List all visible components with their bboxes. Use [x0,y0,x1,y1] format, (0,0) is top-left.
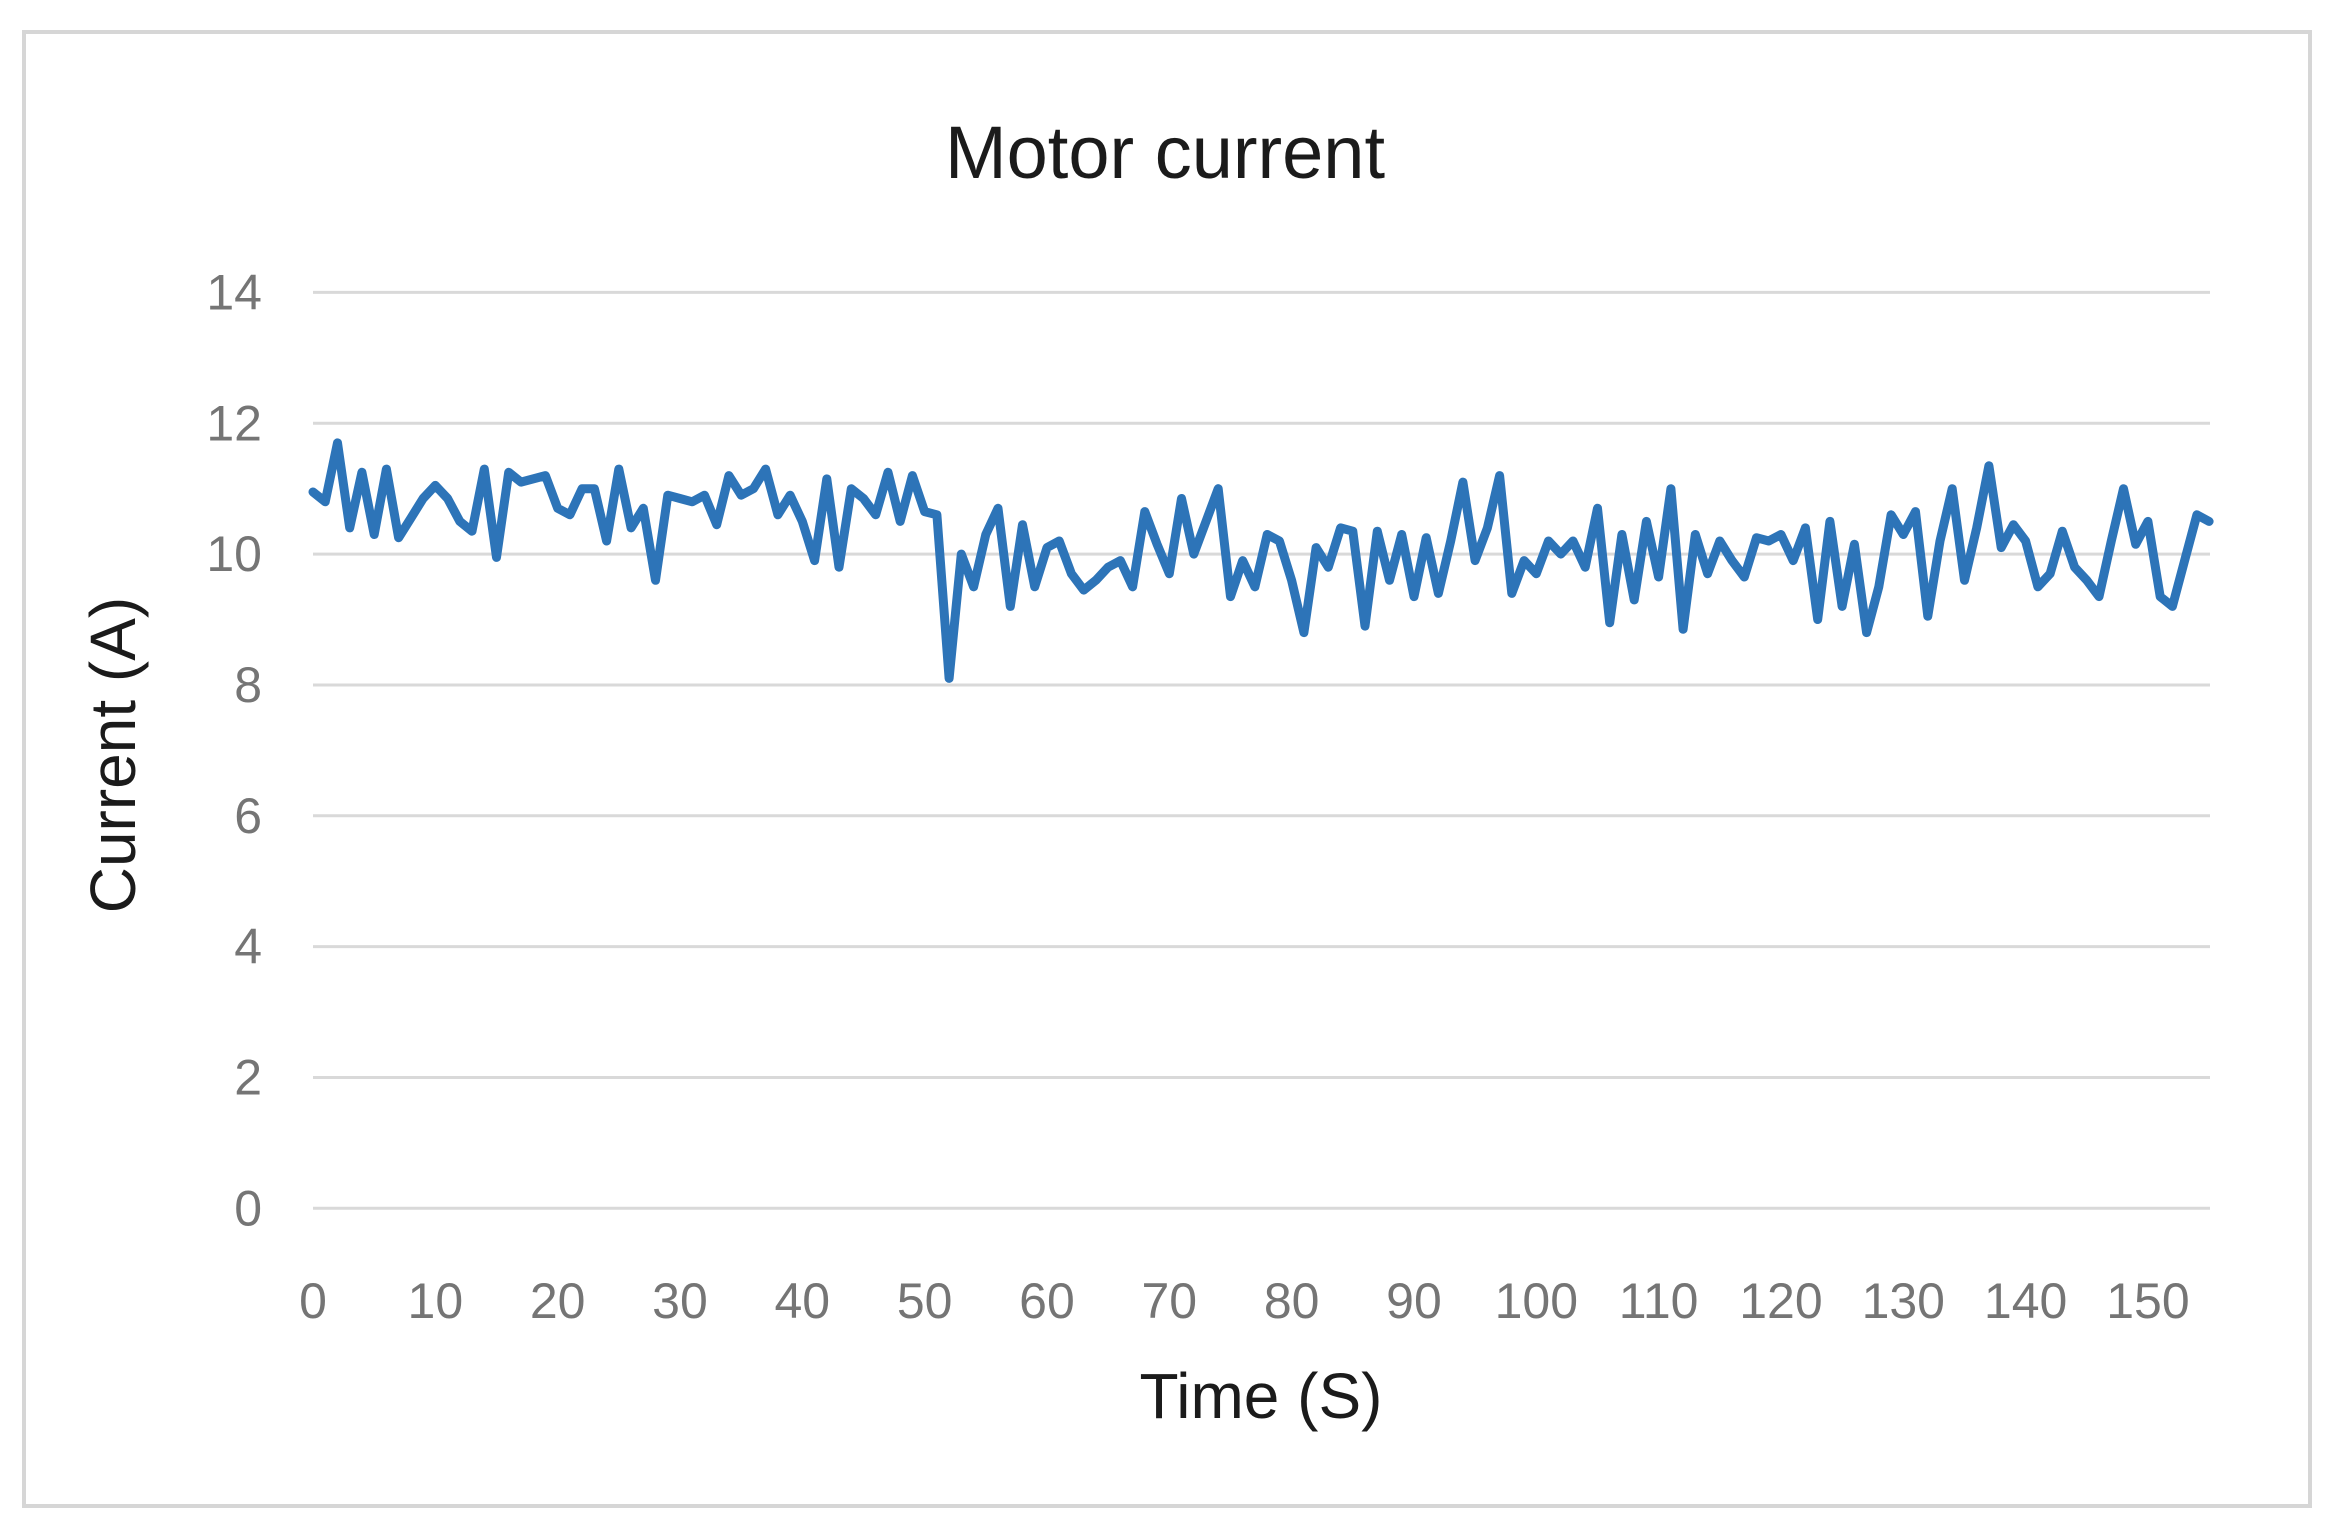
series-line [308,438,2214,683]
series-group [308,438,2214,683]
x-tick-label: 120 [1739,1273,1822,1329]
x-tick-label: 60 [1019,1273,1075,1329]
x-tick-label: 40 [775,1273,831,1329]
x-axis-title: Time (S) [1140,1360,1383,1432]
x-tick-label: 130 [1862,1273,1945,1329]
x-tick-label: 30 [652,1273,708,1329]
x-axis-tick-labels: 0 10 20 30 40 50 60 70 80 90 100 110 120 130 140 150 [299,1273,2190,1329]
x-tick-label: 50 [897,1273,953,1329]
y-tick-label: 0 [234,1180,262,1236]
x-tick-label: 0 [299,1273,327,1329]
x-tick-label: 110 [1619,1273,1699,1329]
chart-title: Motor current [945,111,1385,194]
y-axis-tick-labels: 0 2 4 6 8 10 12 14 [206,264,262,1236]
x-tick-label: 80 [1264,1273,1320,1329]
x-tick-label: 140 [1984,1273,2067,1329]
x-tick-label: 150 [2106,1273,2189,1329]
y-tick-label: 12 [206,395,262,451]
y-axis-title: Current (A) [77,597,149,914]
y-tick-label: 10 [206,526,262,582]
y-tick-label: 4 [234,919,262,975]
x-tick-label: 10 [408,1273,464,1329]
y-tick-label: 14 [206,264,262,320]
y-tick-label: 2 [234,1049,262,1105]
y-tick-label: 6 [234,788,262,844]
y-tick-label: 8 [234,657,262,713]
x-tick-label: 100 [1495,1273,1578,1329]
chart-frame [22,30,2312,1508]
x-tick-label: 90 [1386,1273,1442,1329]
x-tick-label: 70 [1141,1273,1197,1329]
x-tick-label: 20 [530,1273,586,1329]
gridlines [313,290,2210,1210]
